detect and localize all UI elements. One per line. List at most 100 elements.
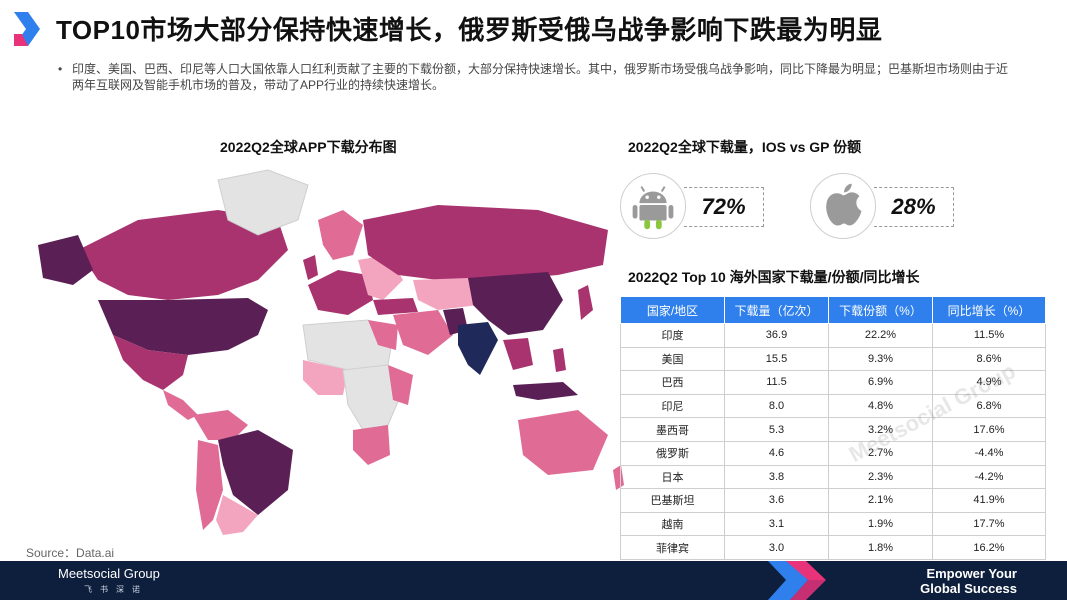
table-cell: 8.0 bbox=[724, 393, 829, 419]
map-greenland bbox=[217, 169, 309, 236]
table-cell: 6.9% bbox=[828, 370, 933, 395]
table-cell: 菲律宾 bbox=[620, 535, 725, 560]
map-japan bbox=[578, 285, 593, 320]
map-india bbox=[458, 322, 498, 375]
table-cell: 11.5 bbox=[724, 370, 829, 395]
table-cell: 17.7% bbox=[932, 511, 1046, 537]
table-cell: 3.0 bbox=[724, 535, 829, 560]
table-cell: -4.2% bbox=[932, 464, 1046, 490]
footer-bar: Meetsocial Group 飞书深诺 Empower Your Globa… bbox=[0, 561, 1067, 600]
table-row: 美国 15.5 9.3% 8.6% bbox=[620, 346, 1046, 372]
table-cell: 22.2% bbox=[828, 323, 933, 348]
table-cell: 5.3 bbox=[724, 417, 829, 442]
map-middle-east bbox=[393, 310, 453, 355]
table-cell: 印尼 bbox=[620, 393, 725, 419]
table-cell: 1.8% bbox=[828, 535, 933, 560]
map-mexico bbox=[113, 335, 188, 390]
table-cell: 3.1 bbox=[724, 511, 829, 537]
map-indonesia bbox=[513, 382, 578, 400]
map-uk bbox=[303, 255, 318, 280]
table-cell: 41.9% bbox=[932, 488, 1046, 513]
map-alaska bbox=[38, 235, 93, 285]
ios-share-box: 28% bbox=[874, 187, 954, 227]
map-canada bbox=[78, 210, 288, 300]
table-title: 2022Q2 Top 10 海外国家下载量/份额/同比增长 bbox=[628, 269, 920, 285]
table-cell: 6.8% bbox=[932, 393, 1046, 419]
map-russia bbox=[363, 205, 608, 280]
top10-table: 国家/地区 下载量（亿次） 下载份额（%） 同比增长（%） 印度 36.9 22… bbox=[620, 296, 1046, 560]
table-cell: 1.9% bbox=[828, 511, 933, 537]
map-australia bbox=[518, 410, 608, 475]
table-cell: 印度 bbox=[620, 323, 725, 348]
map-west-africa bbox=[303, 360, 348, 395]
brand-logo-icon bbox=[14, 12, 40, 46]
table-row: 印尼 8.0 4.8% 6.8% bbox=[620, 393, 1046, 419]
footer-logo-icon bbox=[768, 561, 826, 600]
table-row: 巴西 11.5 6.9% 4.9% bbox=[620, 370, 1046, 395]
ios-share-value: 28% bbox=[891, 194, 936, 219]
table-row: 印度 36.9 22.2% 11.5% bbox=[620, 323, 1046, 348]
table-cell: 8.6% bbox=[932, 346, 1046, 372]
table-cell: 16.2% bbox=[932, 535, 1046, 560]
map-central-america bbox=[163, 390, 198, 420]
table-row: 巴基斯坦 3.6 2.1% 41.9% bbox=[620, 488, 1046, 513]
map-colombia-venezuela bbox=[193, 410, 248, 440]
table-row: 俄罗斯 4.6 2.7% -4.4% bbox=[620, 440, 1046, 466]
map-south-africa bbox=[353, 425, 390, 465]
map-western-europe bbox=[308, 270, 373, 315]
apple-icon bbox=[826, 183, 862, 226]
table-cell: 3.6 bbox=[724, 488, 829, 513]
map-peru-chile bbox=[196, 440, 223, 530]
table-header: 下载份额（%） bbox=[828, 296, 933, 324]
table-cell: 日本 bbox=[620, 464, 725, 490]
table-row: 越南 3.1 1.9% 17.7% bbox=[620, 511, 1046, 537]
world-download-map bbox=[38, 169, 624, 535]
table-header-row: 国家/地区 下载量（亿次） 下载份额（%） 同比增长（%） bbox=[620, 296, 1046, 324]
footer-slogan-line2: Global Success bbox=[920, 581, 1017, 596]
table-cell: 墨西哥 bbox=[620, 417, 725, 442]
footer-brand: Meetsocial Group bbox=[58, 566, 160, 581]
table-header: 下载量（亿次） bbox=[724, 296, 829, 324]
table-cell: 美国 bbox=[620, 346, 725, 372]
map-brazil bbox=[218, 430, 293, 515]
table-header: 同比增长（%） bbox=[932, 296, 1046, 324]
table-cell: 4.6 bbox=[724, 440, 829, 466]
map-scandinavia bbox=[318, 210, 363, 260]
android-icon bbox=[632, 186, 674, 230]
table-cell: -4.4% bbox=[932, 440, 1046, 466]
table-cell: 4.9% bbox=[932, 370, 1046, 395]
map-egypt bbox=[368, 320, 398, 350]
table-cell: 巴西 bbox=[620, 370, 725, 395]
table-cell: 巴基斯坦 bbox=[620, 488, 725, 513]
table-cell: 15.5 bbox=[724, 346, 829, 372]
table-row: 墨西哥 5.3 3.2% 17.6% bbox=[620, 417, 1046, 442]
table-cell: 3.8 bbox=[724, 464, 829, 490]
map-usa bbox=[98, 298, 268, 355]
table-cell: 2.7% bbox=[828, 440, 933, 466]
table-row: 菲律宾 3.0 1.8% 16.2% bbox=[620, 535, 1046, 560]
table-cell: 9.3% bbox=[828, 346, 933, 372]
ios-circle bbox=[810, 173, 876, 239]
table-row: 日本 3.8 2.3% -4.2% bbox=[620, 464, 1046, 490]
table-cell: 11.5% bbox=[932, 323, 1046, 348]
map-turkey bbox=[373, 298, 418, 315]
android-share-box: 72% bbox=[684, 187, 764, 227]
footer-slogan: Empower Your Global Success bbox=[920, 566, 1017, 596]
table-cell: 17.6% bbox=[932, 417, 1046, 442]
table-cell: 4.8% bbox=[828, 393, 933, 419]
footer-brand-sub: 飞书深诺 bbox=[84, 585, 148, 594]
table-cell: 2.1% bbox=[828, 488, 933, 513]
map-argentina bbox=[216, 495, 258, 535]
android-share-value: 72% bbox=[701, 194, 746, 219]
page-title: TOP10市场大部分保持快速增长，俄罗斯受俄乌战争影响下跌最为明显 bbox=[56, 15, 883, 45]
summary-text: 印度、美国、巴西、印尼等人口大国依靠人口红利贡献了主要的下载份额，大部分保持快速… bbox=[72, 62, 1009, 92]
map-philippines bbox=[553, 348, 566, 372]
table-cell: 2.3% bbox=[828, 464, 933, 490]
map-southeast-asia bbox=[503, 338, 533, 370]
footer-slogan-line1: Empower Your bbox=[926, 566, 1017, 581]
table-cell: 36.9 bbox=[724, 323, 829, 348]
table-cell: 俄罗斯 bbox=[620, 440, 725, 466]
map-east-africa bbox=[388, 365, 413, 405]
map-central-asia bbox=[413, 278, 478, 310]
